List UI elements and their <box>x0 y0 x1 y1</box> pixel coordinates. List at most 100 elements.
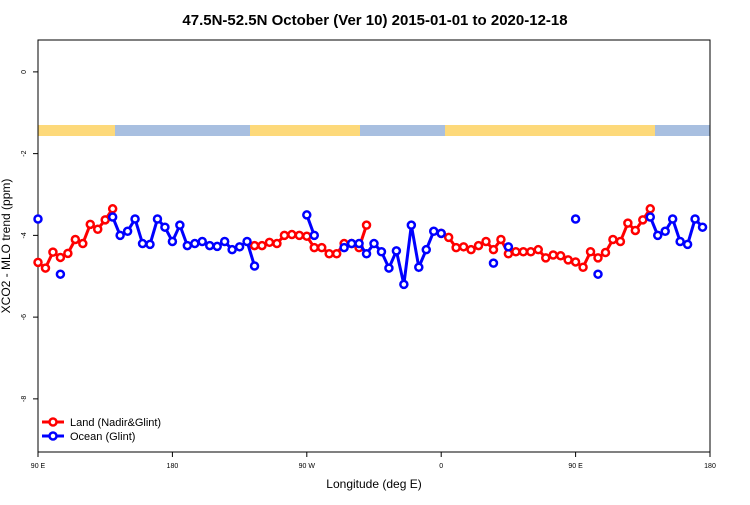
data-point <box>578 262 588 273</box>
data-point <box>40 263 51 273</box>
data-point <box>100 215 110 225</box>
data-point <box>361 220 372 230</box>
data-point <box>309 242 320 253</box>
data-point <box>48 247 58 257</box>
y-tick-label: -6 <box>21 314 28 320</box>
data-point <box>511 246 521 257</box>
data-point <box>137 238 148 249</box>
data-point <box>227 244 237 255</box>
data-point <box>421 244 432 255</box>
data-point <box>593 269 603 279</box>
data-point <box>175 220 185 230</box>
data-point <box>160 222 170 232</box>
data-point <box>414 262 424 273</box>
plot-frame <box>37 39 711 453</box>
data-point <box>533 244 544 255</box>
legend-marker <box>48 431 58 441</box>
data-point <box>555 251 566 261</box>
data-point <box>600 247 611 258</box>
data-point <box>78 238 88 249</box>
data-point <box>615 236 626 247</box>
x-tick-label: 90 E <box>568 463 583 470</box>
data-point <box>33 214 43 224</box>
data-point <box>638 215 648 225</box>
data-point <box>197 236 208 247</box>
data-point <box>287 229 297 240</box>
data-point <box>593 253 603 263</box>
data-point <box>540 253 551 263</box>
data-point <box>488 258 499 268</box>
legend-marker <box>48 417 58 427</box>
data-point <box>316 242 327 253</box>
data-point <box>436 228 446 239</box>
data-point <box>302 210 312 220</box>
data-point <box>526 246 536 257</box>
data-point <box>361 249 372 259</box>
x-tick-label: 90 W <box>299 463 316 470</box>
chart-title: 47.5N-52.5N October (Ver 10) 2015-01-01 … <box>182 12 567 29</box>
data-point <box>570 257 581 267</box>
data-point <box>563 255 573 265</box>
data-point <box>63 248 73 259</box>
data-point <box>369 238 379 249</box>
data-point <box>406 220 417 230</box>
data-point <box>458 242 469 252</box>
data-point <box>115 230 125 241</box>
data-point <box>70 234 81 245</box>
data-point <box>645 204 656 214</box>
data-point <box>219 236 230 247</box>
data-point <box>399 279 409 290</box>
data-point <box>92 224 103 234</box>
data-point <box>645 212 656 222</box>
x-axis-label: Longitude (deg E) <box>326 477 421 491</box>
data-point <box>481 236 491 247</box>
data-point <box>652 230 663 241</box>
y-tick-label: -2 <box>21 150 28 156</box>
x-tick-label: 180 <box>167 463 179 470</box>
data-point <box>354 238 364 249</box>
data-point <box>376 246 387 257</box>
data-point <box>249 240 260 251</box>
data-point <box>585 246 596 257</box>
data-point <box>496 234 506 245</box>
data-point <box>682 239 693 250</box>
data-point <box>443 232 454 243</box>
legend-label: Ocean (Glint) <box>70 431 135 443</box>
legend-label: Land (Nadir&Glint) <box>70 417 161 429</box>
data-point <box>309 230 320 241</box>
data-point <box>518 246 529 257</box>
data-point <box>623 218 633 228</box>
data-point <box>391 246 402 256</box>
series-line <box>111 214 704 285</box>
data-point <box>152 214 163 224</box>
y-tick-label: -8 <box>21 396 28 402</box>
x-tick-label: 90 E <box>31 463 46 470</box>
data-point <box>630 225 641 236</box>
data-point <box>55 269 66 279</box>
data-point <box>346 238 357 249</box>
y-axis-label: XCO2 - MLO trend (ppm) <box>0 179 13 314</box>
data-point <box>548 250 558 260</box>
data-point <box>204 240 215 251</box>
data-point <box>503 242 514 252</box>
data-point <box>33 257 43 268</box>
data-point <box>466 244 476 255</box>
x-tick-label: 180 <box>704 463 716 470</box>
data-point <box>473 240 484 251</box>
data-point <box>242 236 252 247</box>
data-point <box>384 263 394 273</box>
data-point <box>488 244 499 255</box>
data-point <box>451 242 461 253</box>
x-tick-label: 0 <box>439 463 443 470</box>
y-tick-label: 0 <box>21 70 28 74</box>
data-point <box>130 214 140 224</box>
data-point <box>697 222 708 232</box>
data-point <box>234 242 245 252</box>
data-point <box>272 238 282 249</box>
data-point <box>145 239 155 250</box>
land-ocean-strip <box>38 125 710 136</box>
data-point <box>428 226 439 237</box>
data-point <box>249 261 260 271</box>
